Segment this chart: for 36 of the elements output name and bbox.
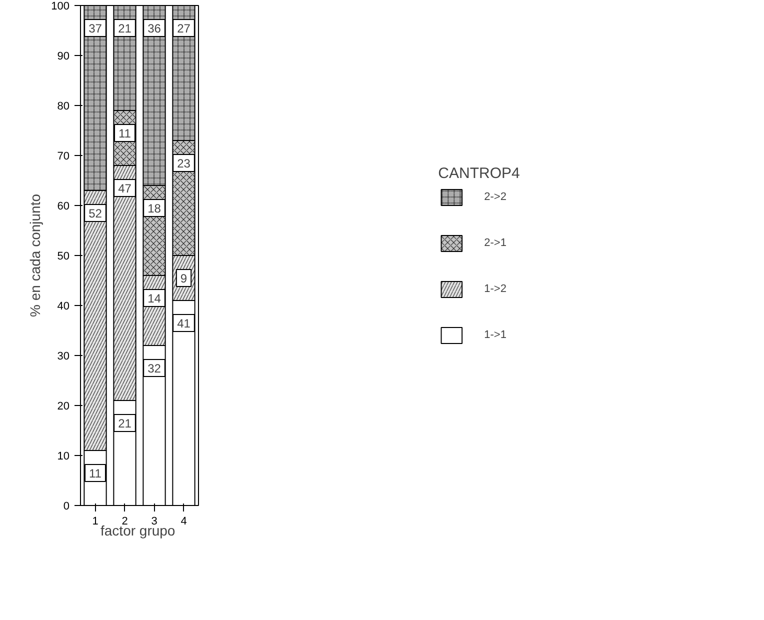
y-tick-label: 20 [57, 400, 70, 412]
legend-label: 1->2 [484, 283, 506, 295]
data-label: 52 [88, 206, 102, 220]
data-label: 47 [118, 182, 132, 196]
data-label: 18 [148, 202, 162, 216]
y-tick-label: 10 [57, 450, 70, 462]
y-tick-label: 60 [57, 200, 70, 212]
legend-title: CANTROP4 [438, 165, 520, 182]
data-label: 11 [89, 466, 102, 480]
legend-label: 2->2 [484, 191, 506, 203]
y-tick-label: 30 [57, 350, 70, 362]
data-label: 23 [177, 156, 191, 170]
y-tick-label: 50 [57, 250, 70, 262]
x-tick-label: 3 [151, 516, 158, 528]
data-label: 27 [177, 22, 191, 36]
legend-label: 2->1 [484, 237, 506, 249]
data-label: 36 [148, 22, 162, 36]
y-tick-label: 100 [51, 0, 70, 12]
legend-label: 1->1 [484, 329, 506, 341]
data-label: 32 [148, 362, 162, 376]
y-tick-label: 80 [57, 100, 70, 112]
data-label: 14 [148, 292, 162, 306]
data-label: 9 [180, 272, 188, 286]
x-tick-label: 2 [122, 516, 128, 528]
y-tick-label: 40 [57, 300, 70, 312]
data-label: 21 [118, 416, 132, 430]
y-axis-title: % en cada conjunto [27, 194, 44, 317]
data-label: 11 [118, 126, 132, 140]
x-tick-label: 1 [92, 516, 98, 528]
data-label: 37 [88, 22, 102, 36]
y-tick-label: 0 [63, 500, 70, 512]
y-tick-label: 70 [57, 150, 70, 162]
data-label: 41 [177, 316, 191, 330]
x-tick-label: 4 [180, 516, 187, 528]
data-label: 21 [118, 22, 132, 36]
y-tick-label: 90 [57, 50, 70, 62]
